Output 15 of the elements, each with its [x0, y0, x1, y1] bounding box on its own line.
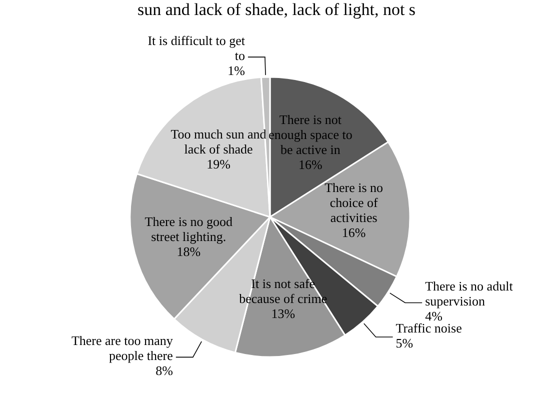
- data-label: 18%: [176, 244, 201, 259]
- data-label: 8%: [156, 363, 174, 378]
- data-label: 5%: [396, 336, 414, 350]
- slice-label: There is no good street lighting.: [144, 214, 234, 244]
- data-label: 1%: [228, 63, 246, 78]
- data-label: 16%: [298, 156, 323, 172]
- data-label: 13%: [271, 306, 296, 321]
- slice-label: It is difficult to get to: [148, 33, 246, 64]
- slice-label: Too much sun and lack of shade: [170, 126, 267, 157]
- data-label: 16%: [342, 225, 366, 240]
- slice-label: There is no choice of activities: [324, 180, 384, 226]
- chart-title: sun and lack of shade, lack of light, not s: [136, 0, 417, 20]
- slice-label: There is no adult supervision: [425, 278, 514, 309]
- data-label: 19%: [206, 156, 231, 172]
- slice-label: There are too many people there: [71, 333, 174, 364]
